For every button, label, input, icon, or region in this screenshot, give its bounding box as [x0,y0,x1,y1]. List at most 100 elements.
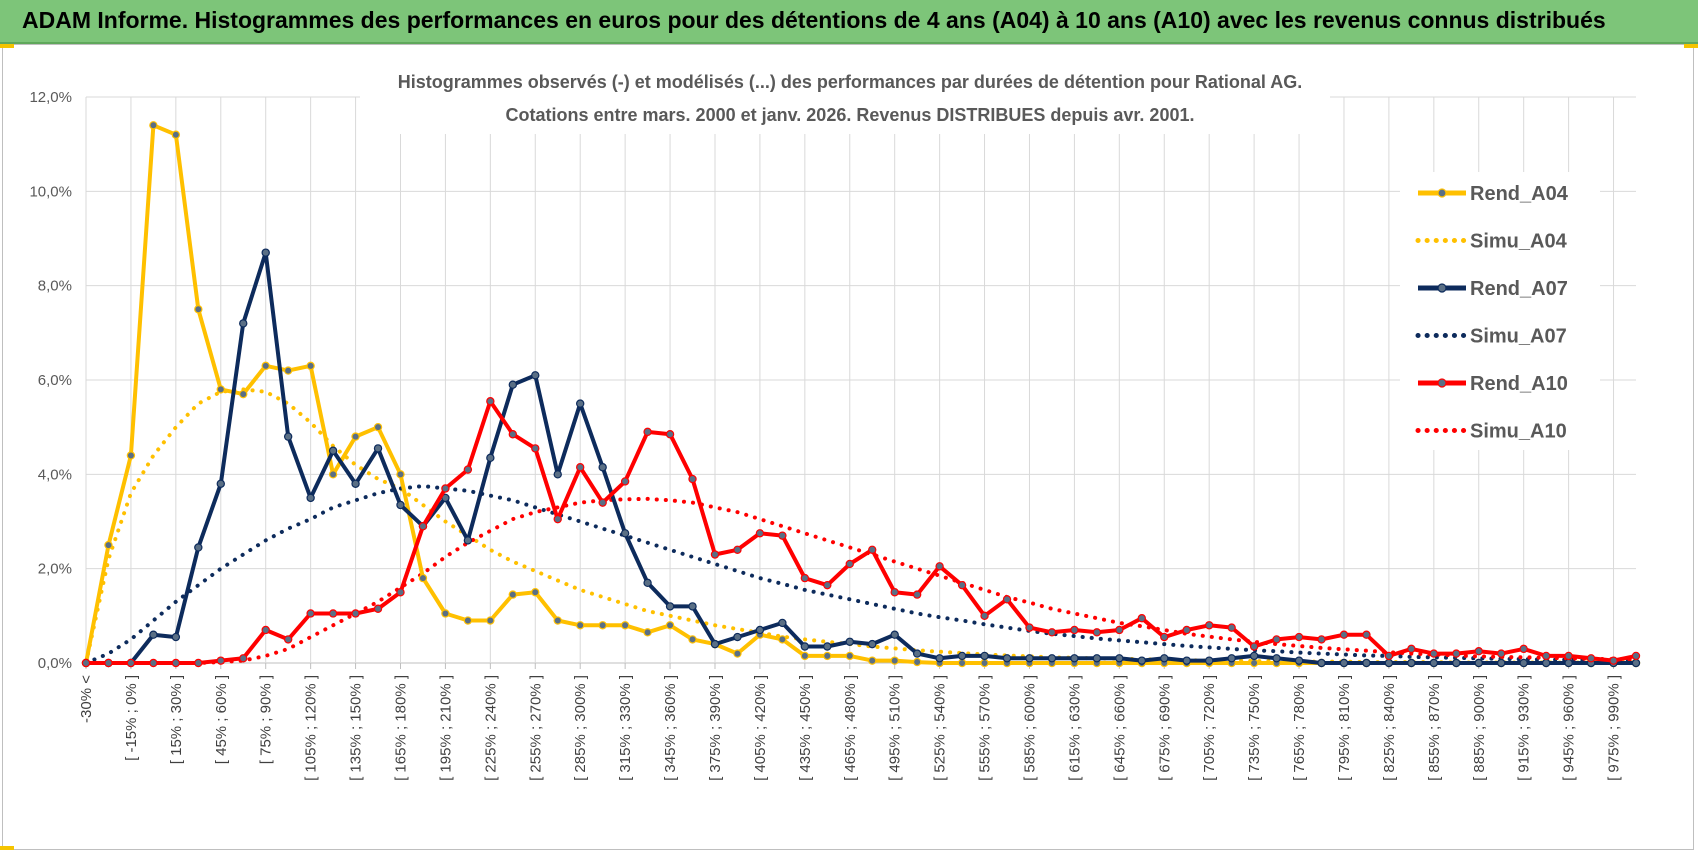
data-point [194,305,203,314]
data-point [441,609,450,618]
data-point [1160,654,1169,663]
x-tick-label: [ 45% ; 60% ] [213,675,230,764]
x-tick-label: [ 195% ; 210% ] [437,675,454,781]
data-point [463,536,473,545]
legend-label: Rend_A07 [1470,278,1568,300]
y-tick-label: 12,0% [29,89,72,106]
title-banner: ADAM Informe. Histogrammes des performan… [0,0,1698,44]
x-tick-label: [ 285% ; 300% ] [572,675,589,781]
data-point [306,493,315,503]
data-point [1025,654,1034,663]
x-tick-label: [ 225% ; 240% ] [482,675,499,781]
x-tick-label: [ 15% ; 30% ] [168,675,185,764]
data-point [126,658,136,668]
x-tick-label: [ 345% ; 360% ] [662,675,679,781]
data-point [1407,644,1416,654]
x-tick-label: [ 585% ; 600% ] [1021,675,1038,781]
data-point [328,470,338,479]
data-point [620,477,630,486]
data-point [1182,656,1191,665]
data-point [1541,651,1551,661]
chart-frame [2,44,1694,850]
data-point [598,463,607,472]
data-point [1541,658,1551,668]
data-point [239,319,248,328]
data-point [306,609,315,618]
data-point [845,637,854,646]
data-point [351,609,360,618]
x-tick-label: [ -15% ; 0% ] [123,675,140,761]
data-point [508,590,518,599]
legend: Rend_A04 Simu_A04 Rend_A07 Simu_A07 Rend_A10… [1415,183,1569,443]
y-tick-label: 8,0% [38,278,72,295]
data-point [1474,658,1483,668]
legend-marker [1437,283,1447,293]
data-point [1429,658,1439,668]
data-point [171,130,181,139]
data-point [486,616,495,625]
data-point [261,625,270,635]
data-point [1631,651,1641,661]
legend-label: Simu_A04 [1470,231,1568,253]
x-axis-ticks: -30% < [ -15% ; 0% ] [ 15% ; 30% ] [ 45% ; … [78,675,1623,781]
data-point [1025,623,1034,632]
series-line-rend-a07 [86,250,1636,665]
data-point [104,658,113,668]
x-tick-label: [ 975% ; 990% ] [1606,675,1623,781]
data-point [980,611,989,621]
x-tick-label: [ 135% ; 150% ] [348,675,365,781]
data-point [1519,658,1528,668]
data-point [351,432,360,441]
data-point [755,529,765,538]
data-point [283,366,293,375]
data-point [1115,625,1124,635]
data-point [643,628,652,637]
data-point [1070,625,1079,635]
data-point [1204,621,1214,630]
data-point [688,635,697,644]
data-point [1586,654,1596,663]
data-point [1137,613,1146,623]
data-point [508,430,518,439]
data-point [1137,656,1146,665]
x-tick-label: [ 165% ; 180% ] [392,675,409,781]
data-point [418,522,428,531]
data-point [643,427,652,437]
data-point [1384,658,1394,668]
data-point [1339,658,1349,668]
data-point [1070,654,1079,663]
data-point [1227,623,1236,632]
legend-label: Simu_A10 [1470,421,1567,443]
data-point [373,444,383,453]
series-layer [81,121,1641,668]
data-point [216,385,225,394]
x-tick-label: [ 705% ; 720% ] [1201,675,1218,781]
corner-mark-top-left [0,44,14,48]
data-point [1092,654,1102,663]
data-point [980,658,989,668]
data-point [1002,595,1012,604]
data-point [598,498,607,507]
data-point [868,639,877,649]
data-point [1384,651,1394,661]
data-point [957,658,967,668]
data-point [755,625,765,635]
legend-label: Rend_A10 [1470,373,1568,395]
data-point [733,632,742,642]
data-point [935,562,944,571]
x-tick-label: [ 495% ; 510% ] [887,675,904,781]
x-tick-label: [ 75% ; 90% ] [258,675,275,764]
y-tick-label: 4,0% [38,466,72,483]
data-point [351,479,360,488]
data-point [306,361,315,371]
data-point [149,121,158,130]
data-point [171,658,181,668]
data-point [1204,656,1214,665]
data-point [531,588,540,597]
data-point [1519,644,1528,654]
y-axis-ticks: 0,0% 2,0% 4,0% 6,0% 8,0% 10,0% 12,0% [29,89,72,672]
x-tick-label: [ 765% ; 780% ] [1291,675,1308,781]
x-tick-label: [ 795% ; 810% ] [1336,675,1353,781]
x-tick-label: [ 525% ; 540% ] [932,675,949,781]
data-point [553,470,562,479]
